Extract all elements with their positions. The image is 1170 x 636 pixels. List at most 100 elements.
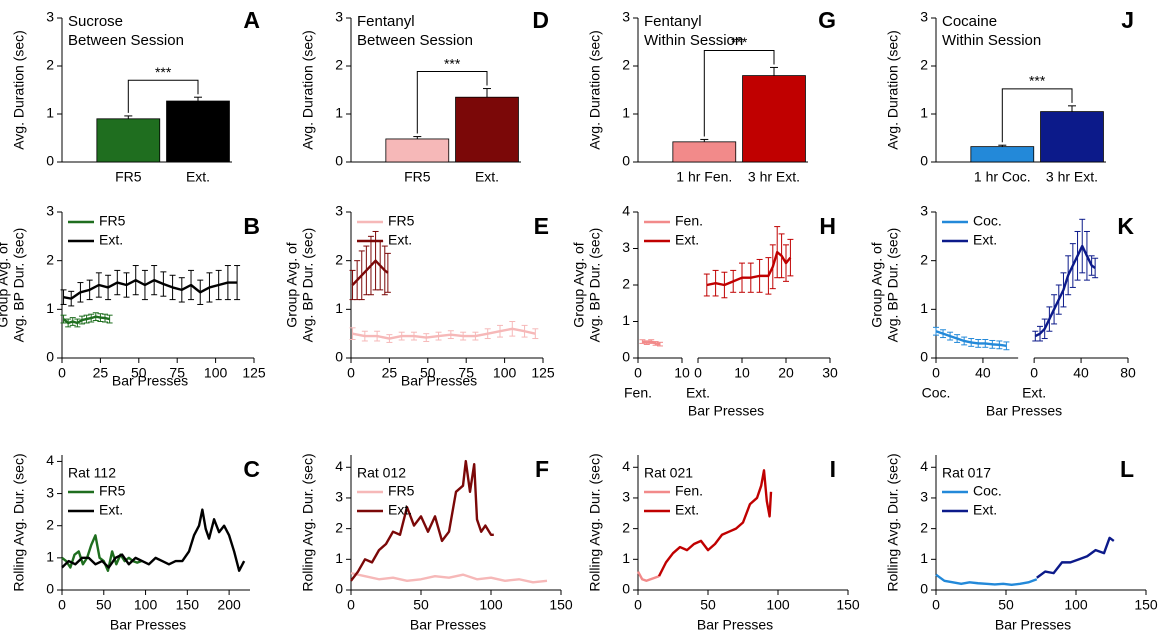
x-tick-label: 50 — [998, 597, 1014, 613]
x-tick-label: 3 hr Ext. — [748, 169, 800, 185]
x-axis-label: Bar Presses — [986, 403, 1062, 419]
significance-label: *** — [731, 34, 748, 50]
significance-bracket — [703, 49, 775, 137]
significance-label: *** — [444, 55, 461, 71]
legend-label: Ext. — [675, 502, 699, 518]
y-tick-label: 0 — [335, 349, 343, 365]
y-axis-label: Avg. BP Dur. (sec) — [300, 228, 316, 343]
significance-bracket — [127, 79, 199, 113]
y-tick-label: 0 — [920, 581, 928, 597]
x-tick-label: 0 — [58, 597, 66, 613]
x-axis-label: Bar Presses — [995, 617, 1071, 633]
y-tick-label: 0 — [920, 153, 928, 169]
x-tick-label: Ext. — [186, 169, 210, 185]
y-tick-label: 1 — [46, 549, 54, 565]
x-tick-label: 0 — [634, 597, 642, 613]
y-tick-label: 1 — [920, 300, 928, 316]
y-tick-label: 2 — [335, 251, 343, 267]
series-line — [642, 340, 661, 346]
y-tick-label: 1 — [920, 105, 928, 121]
y-tick-label: 3 — [920, 489, 928, 505]
series-line — [636, 571, 660, 582]
y-axis-label: Group Avg. of — [571, 242, 587, 327]
y-tick-label: 3 — [622, 239, 630, 255]
panel-letter: K — [1117, 213, 1134, 239]
y-tick-label: 2 — [46, 57, 54, 73]
significance-bracket — [416, 71, 488, 134]
y-tick-label: 1 — [46, 105, 54, 121]
x-tick-label: 20 — [778, 365, 794, 381]
y-axis-label: Group Avg. of — [284, 242, 300, 327]
x-tick-label: Ext. — [475, 169, 499, 185]
series-line — [351, 259, 389, 286]
x-tick-label: 75 — [458, 365, 474, 381]
y-tick-label: 0 — [335, 153, 343, 169]
x-tick-label: 50 — [700, 597, 716, 613]
legend-label: Ext. — [388, 502, 412, 518]
y-tick-label: 4 — [622, 203, 630, 219]
legend-label: Fen. — [675, 213, 703, 229]
legend-title: Rat 021 — [644, 465, 693, 481]
y-axis-label: Avg. Duration (sec) — [300, 30, 316, 150]
x-tick-label: 0 — [347, 365, 355, 381]
y-tick-label: 0 — [920, 349, 928, 365]
series-line — [61, 534, 142, 572]
chart-subtitle: Within Session — [942, 32, 1041, 49]
segment-label: Ext. — [1022, 385, 1046, 401]
y-tick-label: 0 — [335, 581, 343, 597]
x-tick-label: 150 — [549, 597, 573, 613]
y-tick-label: 1 — [622, 105, 630, 121]
y-tick-label: 2 — [335, 519, 343, 535]
x-tick-label: 50 — [413, 597, 429, 613]
y-tick-label: 3 — [335, 489, 343, 505]
x-axis-label: Bar Presses — [697, 617, 773, 633]
bar — [385, 138, 450, 163]
series-line — [352, 327, 536, 340]
x-tick-label: 10 — [734, 365, 750, 381]
y-tick-label: 1 — [622, 312, 630, 328]
chart-title: Sucrose — [68, 13, 123, 30]
bar — [970, 146, 1035, 163]
panel-letter: L — [1120, 456, 1134, 482]
y-tick-label: 2 — [46, 516, 54, 532]
x-tick-label: 0 — [694, 365, 702, 381]
x-tick-label: 10 — [674, 365, 690, 381]
x-tick-label: 80 — [1120, 365, 1136, 381]
y-tick-label: 0 — [622, 349, 630, 365]
x-axis-label: Bar Presses — [110, 617, 186, 633]
legend-label: Ext. — [99, 232, 123, 248]
y-tick-label: 3 — [335, 203, 343, 219]
chart-subtitle: Within Session — [644, 32, 743, 49]
panel-letter: J — [1121, 7, 1134, 33]
series-line — [62, 315, 110, 325]
significance-bracket — [1001, 88, 1073, 143]
y-tick-label: 3 — [46, 484, 54, 500]
legend-label: FR5 — [99, 483, 126, 499]
series-line — [1036, 536, 1115, 579]
y-tick-label: 0 — [46, 349, 54, 365]
x-axis-label: Bar Presses — [410, 617, 486, 633]
legend-label: Ext. — [973, 502, 997, 518]
x-tick-label: 200 — [217, 597, 241, 613]
x-tick-label: 30 — [822, 365, 838, 381]
x-tick-label: 0 — [347, 597, 355, 613]
series-line — [935, 573, 1038, 586]
x-tick-label: 100 — [1064, 597, 1088, 613]
y-axis-label: Avg. BP Dur. (sec) — [587, 228, 603, 343]
x-tick-label: 0 — [1030, 365, 1038, 381]
x-tick-label: FR5 — [404, 169, 431, 185]
legend-label: Ext. — [99, 502, 123, 518]
series-line — [1034, 244, 1096, 338]
significance-label: *** — [155, 64, 172, 80]
y-axis-label: Avg. BP Dur. (sec) — [885, 228, 901, 343]
bar — [742, 75, 806, 163]
x-tick-label: 50 — [131, 365, 147, 381]
y-tick-label: 2 — [920, 519, 928, 535]
y-tick-label: 3 — [920, 203, 928, 219]
y-axis-label: Group Avg. of — [0, 242, 11, 327]
x-tick-label: 100 — [479, 597, 503, 613]
x-tick-label: 1 hr Fen. — [676, 169, 732, 185]
y-tick-label: 0 — [46, 153, 54, 169]
x-tick-label: 40 — [975, 365, 991, 381]
